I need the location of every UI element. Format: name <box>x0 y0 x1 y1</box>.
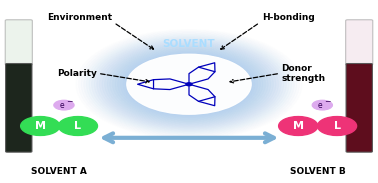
FancyBboxPatch shape <box>346 64 372 152</box>
Circle shape <box>141 61 237 107</box>
Text: SOLVENT A: SOLVENT A <box>31 167 87 176</box>
Circle shape <box>312 100 333 110</box>
Circle shape <box>94 39 284 130</box>
Circle shape <box>178 79 200 90</box>
Text: Polarity: Polarity <box>57 69 97 78</box>
Text: Environment: Environment <box>46 13 112 22</box>
Circle shape <box>58 117 98 135</box>
Text: L: L <box>333 121 341 131</box>
Circle shape <box>128 55 250 114</box>
Circle shape <box>91 37 287 131</box>
Circle shape <box>89 36 289 132</box>
Circle shape <box>139 60 239 109</box>
Circle shape <box>105 44 273 125</box>
Text: M: M <box>35 121 46 131</box>
Circle shape <box>318 117 356 135</box>
Text: SOLVENT: SOLVENT <box>163 39 215 49</box>
Circle shape <box>170 75 208 94</box>
Text: H-bonding: H-bonding <box>262 13 315 22</box>
Circle shape <box>120 51 258 117</box>
Circle shape <box>123 52 255 116</box>
Circle shape <box>110 46 268 122</box>
Circle shape <box>172 76 206 92</box>
Circle shape <box>97 40 281 129</box>
Circle shape <box>102 42 276 126</box>
FancyBboxPatch shape <box>345 20 373 65</box>
Circle shape <box>149 65 229 104</box>
FancyBboxPatch shape <box>5 20 33 65</box>
Circle shape <box>152 66 226 102</box>
Circle shape <box>99 41 279 127</box>
Circle shape <box>146 64 232 105</box>
Text: SOLVENT B: SOLVENT B <box>290 167 346 176</box>
FancyBboxPatch shape <box>6 64 32 152</box>
Text: e: e <box>59 101 64 110</box>
Text: Donor
strength: Donor strength <box>281 64 325 83</box>
Text: −: − <box>66 97 73 106</box>
Circle shape <box>113 47 265 121</box>
Text: e: e <box>318 101 322 110</box>
Circle shape <box>54 100 74 110</box>
Circle shape <box>144 62 234 106</box>
Circle shape <box>160 70 218 98</box>
Text: M: M <box>293 121 304 131</box>
Text: L: L <box>74 121 81 131</box>
Circle shape <box>175 78 203 91</box>
Circle shape <box>186 83 192 86</box>
Text: −: − <box>324 97 331 106</box>
Circle shape <box>157 69 221 100</box>
Circle shape <box>115 49 263 120</box>
Circle shape <box>167 74 211 95</box>
Circle shape <box>118 50 260 119</box>
Circle shape <box>107 45 271 124</box>
Circle shape <box>165 72 213 96</box>
Circle shape <box>125 54 253 115</box>
Circle shape <box>133 57 245 111</box>
Circle shape <box>154 68 224 101</box>
Circle shape <box>279 117 318 135</box>
Circle shape <box>136 59 242 110</box>
Circle shape <box>21 117 60 135</box>
Circle shape <box>131 56 247 112</box>
Circle shape <box>127 54 251 114</box>
Circle shape <box>162 71 216 97</box>
